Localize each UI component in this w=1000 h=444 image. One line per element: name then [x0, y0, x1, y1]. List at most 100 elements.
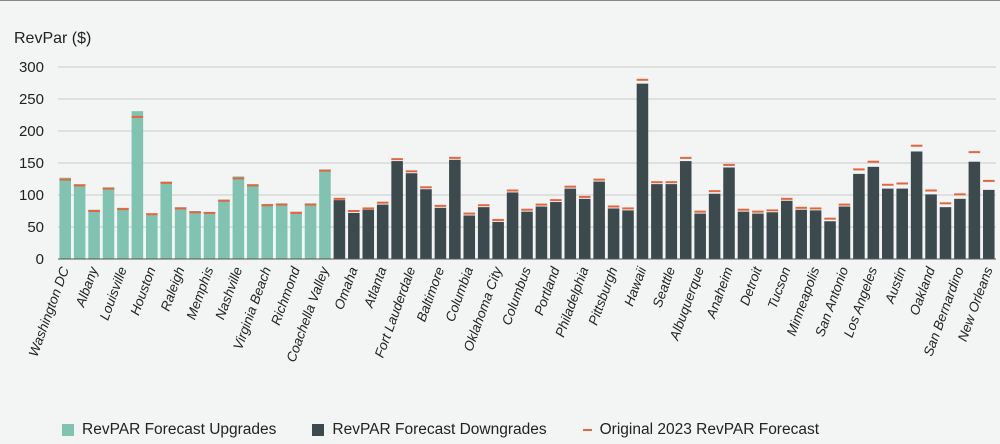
legend-item-original: Original 2023 RevPAR Forecast [582, 421, 819, 439]
y-tick-label-100: 100 [19, 187, 44, 204]
bar [102, 187, 115, 259]
bar [968, 161, 981, 259]
x-category-label: Tucson [765, 265, 794, 311]
bar [290, 211, 302, 259]
original-forecast-marker [521, 208, 533, 211]
original-forecast-marker [550, 199, 562, 202]
original-forecast-marker [578, 195, 591, 198]
bar [73, 184, 86, 259]
original-forecast-marker [708, 190, 721, 193]
bar [910, 151, 923, 259]
original-forecast-marker [434, 204, 447, 207]
original-forecast-marker [809, 207, 822, 210]
original-forecast-marker [102, 187, 115, 190]
x-category-label: Hawaii [621, 264, 649, 308]
bar [218, 199, 230, 259]
original-forecast-marker [795, 206, 807, 209]
bar [59, 177, 71, 259]
bar [607, 208, 620, 259]
y-tick-label-150: 150 [19, 155, 44, 172]
original-forecast-marker [679, 156, 692, 159]
bar [189, 211, 201, 259]
original-forecast-marker [189, 211, 201, 214]
original-forecast-marker [131, 115, 144, 118]
original-forecast-marker [117, 208, 129, 211]
original-forecast-marker [290, 211, 302, 214]
bar [376, 204, 389, 259]
original-forecast-marker [535, 203, 548, 206]
bar [160, 181, 173, 259]
original-forecast-marker [391, 158, 403, 161]
bar [983, 189, 995, 259]
bar [232, 176, 245, 259]
bar [535, 206, 548, 259]
original-forecast-marker [477, 204, 490, 207]
original-forecast-marker [766, 209, 779, 212]
bar [737, 211, 750, 259]
original-forecast-marker [925, 189, 937, 192]
bar [117, 207, 129, 259]
bar [838, 206, 851, 259]
original-forecast-marker [203, 211, 216, 214]
bar [434, 207, 447, 259]
legend-label-downgrades: RevPAR Forecast Downgrades [332, 421, 547, 438]
bar [506, 192, 519, 259]
legend-item-upgrades: RevPAR Forecast Upgrades [62, 421, 276, 439]
bar [477, 207, 490, 259]
x-category-label: Louisville [97, 265, 130, 322]
legend-swatch-downgrades [312, 424, 325, 436]
original-forecast-marker [247, 184, 259, 187]
original-forecast-marker [146, 213, 158, 216]
bar [853, 173, 865, 259]
y-tick-label-300: 300 [19, 59, 44, 76]
bar [766, 212, 779, 259]
x-category-label: Atlanta [361, 264, 390, 310]
bar [925, 194, 937, 259]
original-forecast-marker [896, 182, 908, 185]
x-category-label: Washington DC [26, 265, 72, 359]
original-forecast-marker [449, 156, 461, 159]
bar [319, 169, 331, 259]
bar [824, 221, 836, 259]
original-forecast-marker [261, 204, 274, 207]
x-category-label: Raleigh [158, 265, 188, 313]
x-category-label: Austin [882, 265, 909, 306]
bar [636, 83, 649, 259]
original-forecast-marker [463, 212, 476, 215]
original-forecast-marker [232, 177, 245, 180]
original-forecast-marker [737, 208, 750, 211]
bar [752, 213, 764, 259]
x-category-label: Baltimore [414, 265, 448, 324]
bar [550, 202, 562, 259]
bar [203, 212, 216, 259]
bar [261, 203, 274, 259]
original-forecast-marker [723, 163, 735, 166]
bar [881, 188, 894, 259]
bar [954, 198, 966, 259]
legend-swatch-original [582, 429, 592, 431]
bar [88, 209, 100, 259]
original-forecast-marker [853, 168, 865, 171]
x-category-label: Pittsburgh [586, 265, 621, 327]
x-category-label: Oakland [907, 264, 938, 317]
original-forecast-marker [420, 186, 432, 189]
legend-swatch-upgrades [62, 424, 74, 436]
bar [651, 184, 663, 259]
original-forecast-marker [218, 199, 230, 202]
original-forecast-marker [622, 207, 634, 210]
original-forecast-marker [910, 144, 923, 147]
original-forecast-marker [651, 181, 663, 184]
original-forecast-marker [636, 78, 649, 81]
bar [463, 215, 476, 259]
y-axis-label: RevPar ($) [14, 30, 92, 47]
x-category-label: Nashville [212, 265, 245, 322]
original-forecast-marker [665, 181, 678, 184]
x-category-label: Detroit [737, 264, 765, 308]
x-category-label: Portland [531, 264, 562, 317]
bar [896, 188, 908, 259]
legend-item-downgrades: RevPAR Forecast Downgrades [312, 421, 547, 439]
bar [521, 211, 533, 259]
original-forecast-marker [405, 170, 418, 173]
